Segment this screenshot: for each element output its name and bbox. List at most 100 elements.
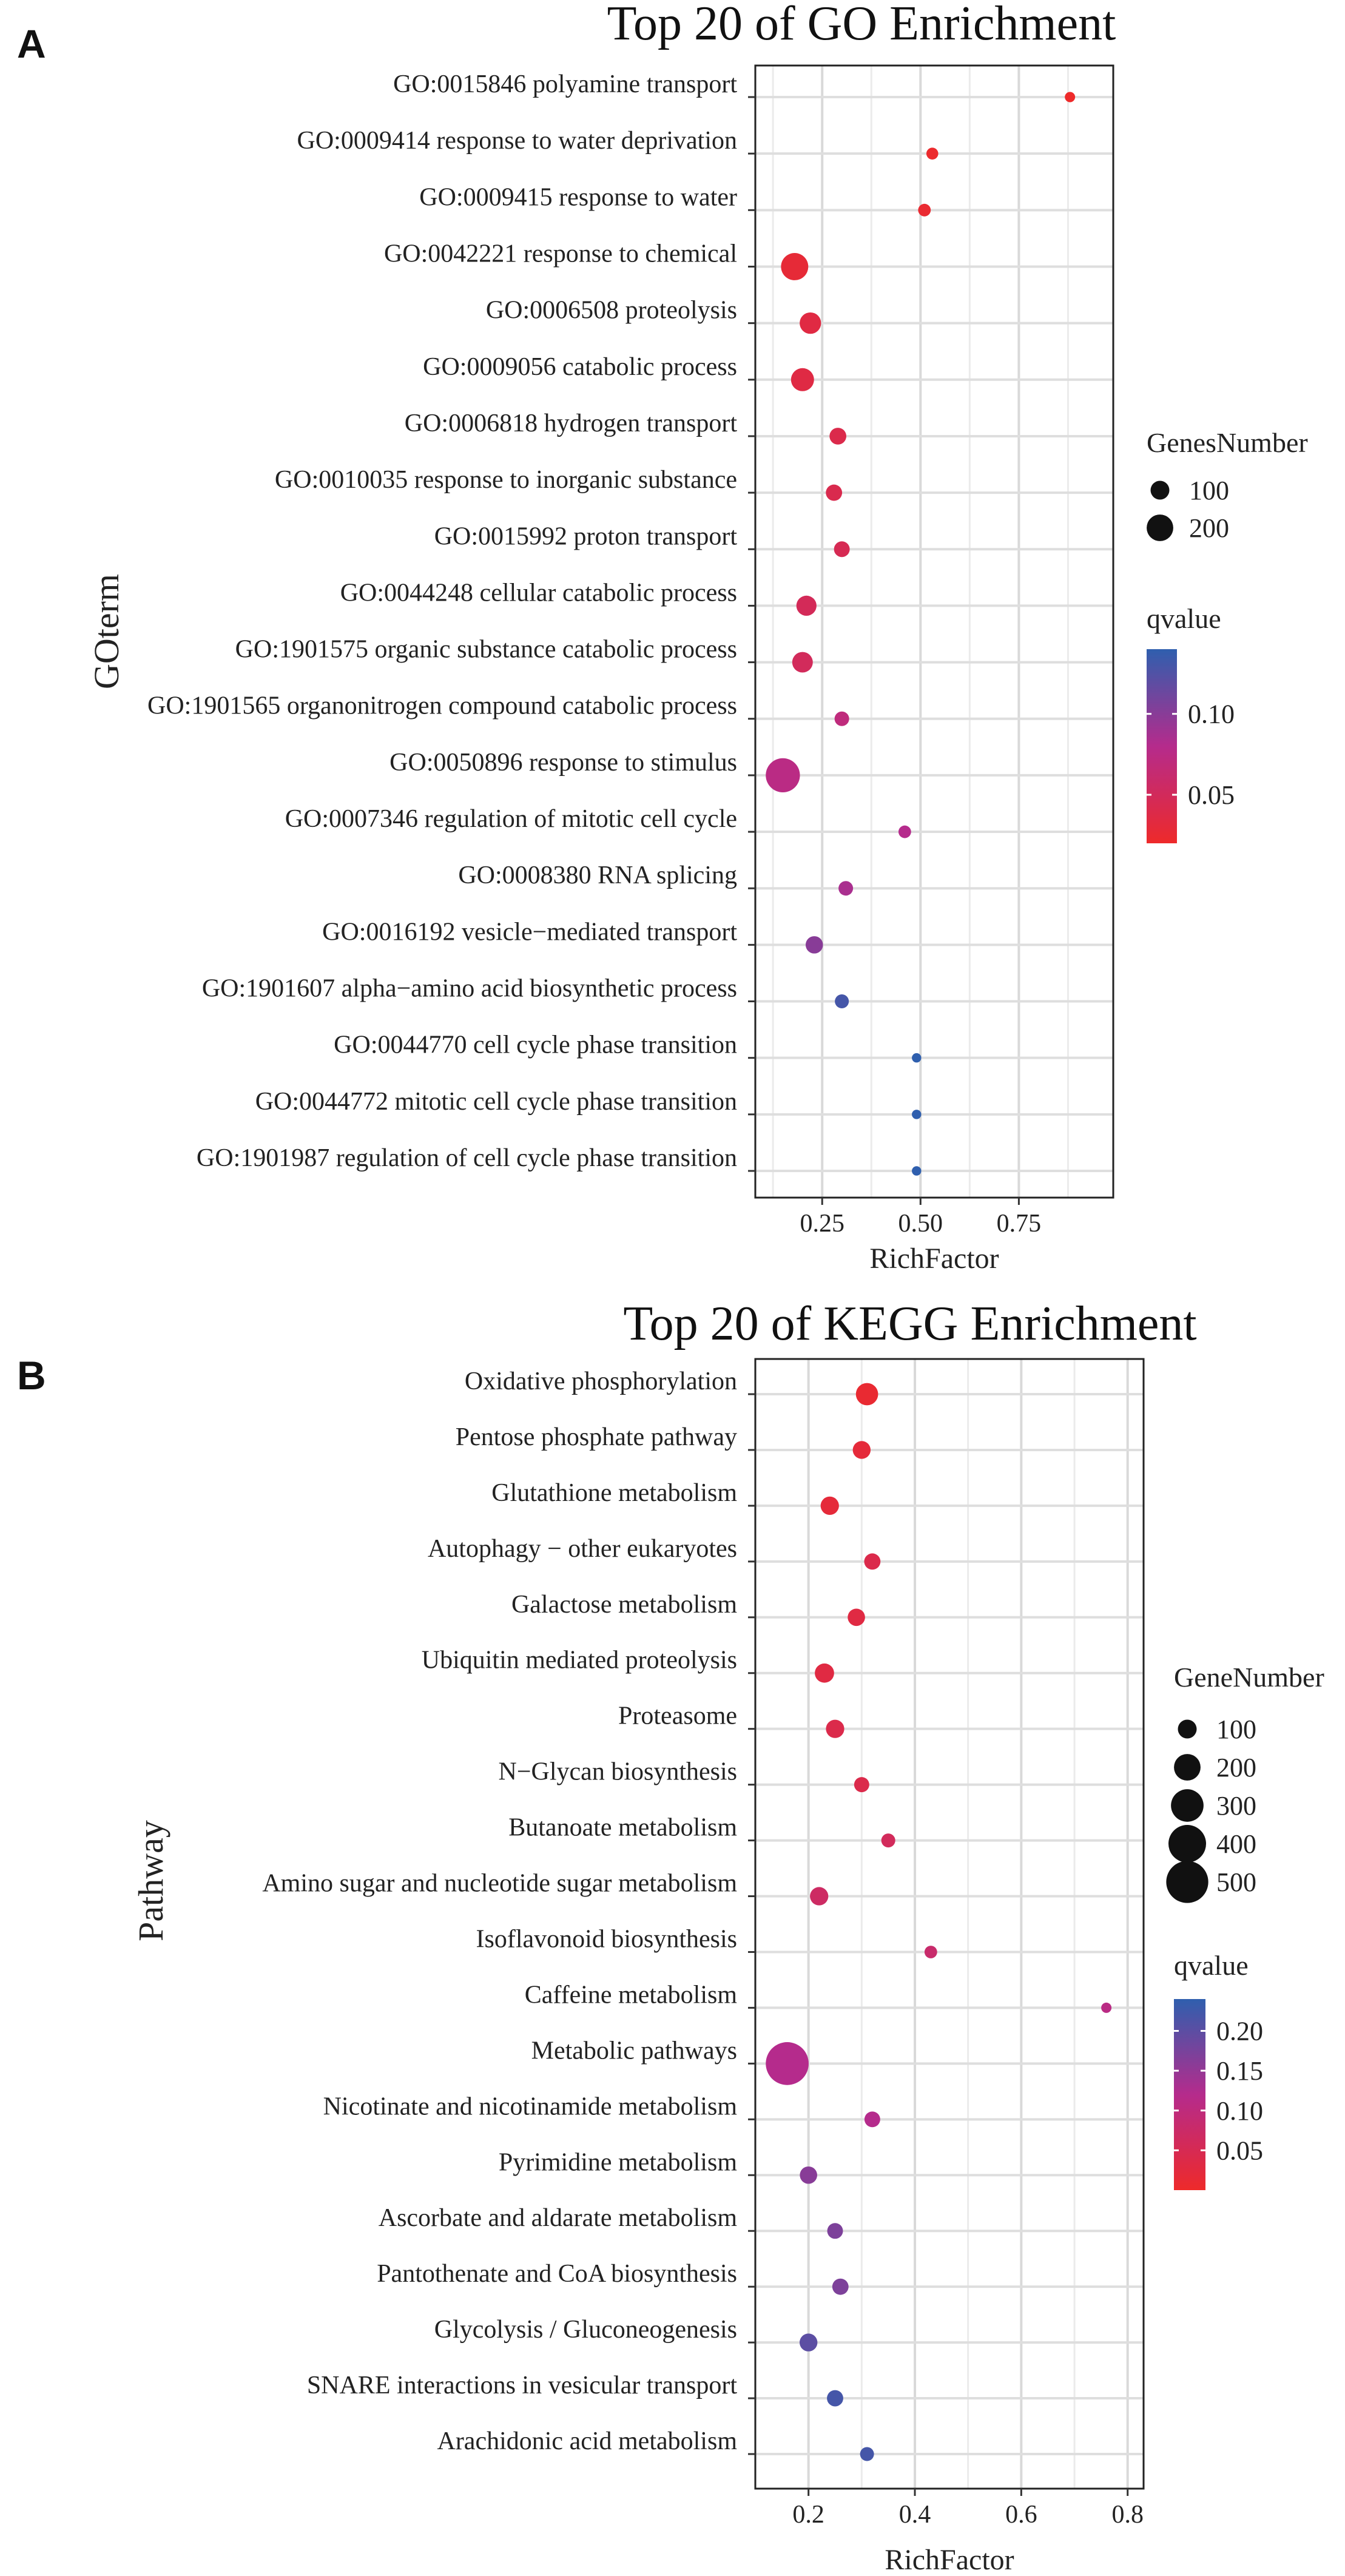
y-tick-label: GO:0009414 response to water deprivation (297, 127, 737, 155)
y-tick-label: Butanoate metabolism (508, 1814, 737, 1842)
chart-title: Top 20 of GO Enrichment (607, 0, 1116, 50)
size-legend-key (1150, 480, 1170, 500)
x-tick-label: 0.25 (800, 1210, 844, 1238)
color-legend-label: 0.15 (1216, 2056, 1263, 2086)
color-legend-label: 0.10 (1216, 2096, 1263, 2126)
x-tick-label: 0.50 (898, 1210, 943, 1238)
y-tick-label: GO:0006818 hydrogen transport (405, 410, 738, 437)
x-tick-label: 0.8 (1111, 2501, 1144, 2529)
data-point (1065, 92, 1076, 103)
data-point (834, 711, 849, 726)
y-tick-label: Ubiquitin mediated proteolysis (422, 1647, 737, 1674)
size-legend-key (1166, 1861, 1208, 1903)
data-point (898, 825, 911, 838)
y-tick-label: GO:0009415 response to water (419, 183, 737, 211)
y-tick-label: Pentose phosphate pathway (456, 1423, 737, 1451)
data-point (924, 1946, 937, 1958)
x-tick-label: 0.6 (1005, 2501, 1037, 2529)
data-point (918, 203, 931, 217)
color-legend-bar (1147, 649, 1177, 843)
data-point (864, 1553, 881, 1570)
color-legend-label: 0.05 (1216, 2136, 1263, 2165)
data-point (864, 2111, 880, 2128)
color-legend-label: 0.20 (1216, 2017, 1263, 2046)
plot-border (754, 1358, 1145, 2490)
size-legend-key (1147, 514, 1173, 541)
data-point (912, 1053, 922, 1063)
plot-area (755, 1359, 1144, 2489)
data-point (855, 1383, 878, 1406)
y-tick-label: GO:1901607 alpha−amino acid biosynthetic… (202, 975, 737, 1003)
y-tick-label: N−Glycan biosynthesis (499, 1758, 737, 1786)
y-tick-label: Glutathione metabolism (491, 1479, 737, 1507)
y-tick-label: Proteasome (618, 1702, 737, 1730)
data-point (826, 484, 843, 501)
x-tick-label: 0.75 (997, 1210, 1042, 1238)
y-tick-label: GO:1901987 regulation of cell cycle phas… (197, 1144, 737, 1172)
size-legend-label: 200 (1216, 1753, 1256, 1782)
data-point (848, 1608, 865, 1627)
y-tick-label: GO:0015992 proton transport (434, 522, 738, 550)
y-tick-label: Caffeine metabolism (525, 1981, 738, 2009)
y-tick-label: Ascorbate and aldarate metabolism (379, 2204, 738, 2232)
data-point (826, 1719, 844, 1738)
size-legend-title: GeneNumber (1174, 1662, 1324, 1693)
y-tick-label: Pyrimidine metabolism (499, 2148, 737, 2176)
x-axis-title: RichFactor (869, 1242, 999, 1275)
color-legend-title: qvalue (1174, 1950, 1249, 1981)
panel-b: B Top 20 of KEGG Enrichment Oxidative phos… (17, 1297, 1324, 2576)
data-point (799, 2333, 818, 2352)
data-point (834, 541, 850, 558)
panel-label: B (17, 1353, 46, 1398)
data-point (766, 758, 800, 793)
y-tick-label: GO:0006508 proteolysis (486, 297, 737, 325)
data-point (854, 1777, 869, 1793)
y-tick-label: Arachidonic acid metabolism (437, 2427, 737, 2455)
data-point (827, 2223, 843, 2239)
size-legend-key (1174, 1754, 1201, 1781)
y-tick-label: GO:1901565 organonitrogen compound catab… (147, 692, 737, 720)
data-point (832, 2278, 849, 2295)
y-tick-label: GO:0008380 RNA splicing (458, 861, 737, 889)
y-tick-label: GO:0044248 cellular catabolic process (340, 579, 737, 607)
y-tick-label: GO:0042221 response to chemical (384, 240, 737, 268)
data-point (829, 428, 847, 445)
y-tick-label: GO:0016192 vesicle−mediated transport (322, 918, 737, 946)
data-point (792, 652, 813, 673)
y-tick-label: Oxidative phosphorylation (465, 1367, 737, 1395)
size-legend-label: 400 (1216, 1829, 1256, 1859)
panel-a: A Top 20 of GO Enrichment GO:0015846 polya… (17, 0, 1308, 1275)
plot-area (755, 66, 1113, 1198)
chart-title: Top 20 of KEGG Enrichment (623, 1297, 1196, 1350)
y-tick-label: Autophagy − other eukaryotes (428, 1535, 737, 1563)
data-point (805, 936, 823, 954)
x-tick-label: 0.2 (792, 2501, 824, 2529)
color-legend-label: 0.05 (1188, 780, 1235, 810)
plot-border (754, 64, 1114, 1199)
x-tick-label: 0.4 (899, 2501, 931, 2529)
data-point (800, 2166, 817, 2184)
x-axis-title: RichFactor (885, 2544, 1014, 2576)
y-tick-label: GO:0007346 regulation of mitotic cell cy… (285, 805, 737, 833)
y-tick-label: Galactose metabolism (511, 1591, 737, 1619)
y-tick-label: GO:0015846 polyamine transport (393, 70, 737, 98)
data-point (781, 253, 809, 280)
y-tick-label: Amino sugar and nucleotide sugar metabol… (262, 1870, 737, 1898)
y-tick-label: GO:0044772 mitotic cell cycle phase tran… (255, 1088, 737, 1116)
data-point (800, 312, 821, 334)
data-point (1101, 2002, 1112, 2013)
size-legend-key (1178, 1719, 1197, 1739)
size-legend-label: 300 (1216, 1791, 1256, 1821)
size-legend-label: 200 (1189, 513, 1229, 543)
size-legend-key (1171, 1789, 1204, 1822)
y-tick-label: SNARE interactions in vesicular transpor… (307, 2372, 738, 2399)
data-point (852, 1441, 871, 1459)
data-point (810, 1887, 829, 1906)
size-legend-label: 100 (1216, 1715, 1256, 1744)
data-point (912, 1110, 922, 1119)
color-legend-title: qvalue (1147, 603, 1221, 634)
color-legend-bar (1174, 1999, 1205, 2190)
data-point (790, 368, 814, 391)
data-point (838, 881, 854, 896)
